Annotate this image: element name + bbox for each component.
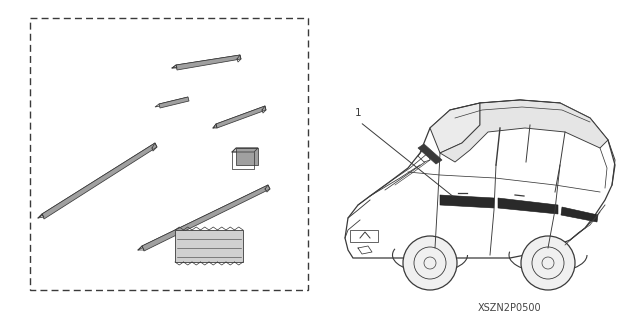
Polygon shape	[418, 144, 442, 164]
Polygon shape	[216, 106, 266, 128]
Polygon shape	[172, 55, 240, 68]
Bar	[175, 230, 243, 262]
Bar	[30, 18, 308, 290]
Polygon shape	[38, 143, 155, 218]
Polygon shape	[561, 207, 598, 222]
Polygon shape	[42, 143, 157, 219]
Polygon shape	[236, 148, 258, 165]
Polygon shape	[142, 185, 270, 251]
Polygon shape	[430, 103, 480, 153]
Polygon shape	[440, 195, 494, 208]
Polygon shape	[440, 100, 608, 162]
Polygon shape	[176, 55, 241, 70]
Polygon shape	[213, 106, 265, 128]
Circle shape	[521, 236, 575, 290]
Polygon shape	[155, 97, 188, 107]
Circle shape	[403, 236, 457, 290]
Polygon shape	[498, 198, 558, 214]
Text: XSZN2P0500: XSZN2P0500	[478, 303, 542, 313]
Text: 1: 1	[355, 108, 362, 118]
Polygon shape	[138, 185, 268, 250]
Polygon shape	[232, 148, 258, 152]
Bar	[350, 230, 378, 242]
Polygon shape	[159, 97, 189, 108]
